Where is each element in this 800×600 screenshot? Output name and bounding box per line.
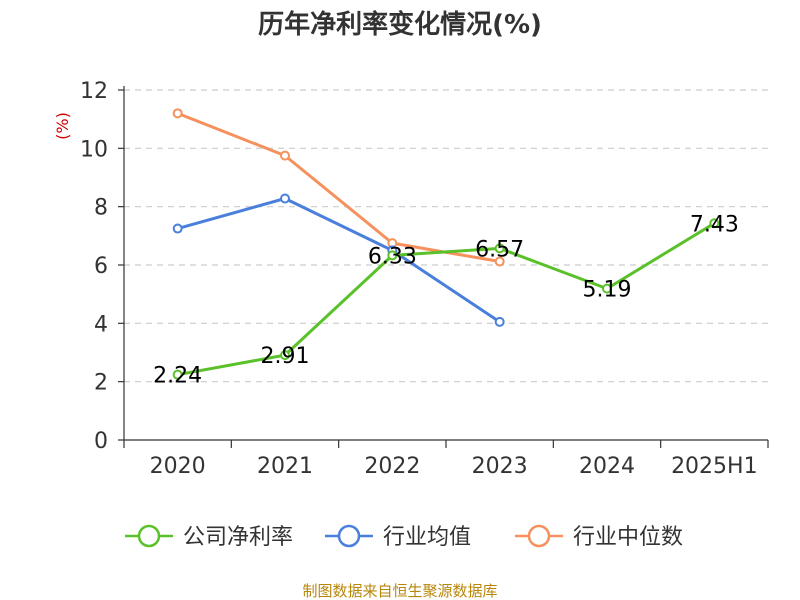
data-point — [494, 256, 505, 267]
series-lines — [172, 108, 720, 380]
legend-item[interactable]: 行业均值 — [325, 524, 471, 550]
x-tick-label: 2022 — [364, 454, 420, 479]
y-tick-label: 6 — [94, 254, 108, 279]
legend-marker — [527, 524, 551, 548]
y-tick-label: 12 — [80, 79, 108, 104]
data-label: 7.43 — [690, 212, 739, 237]
data-label: 5.19 — [583, 278, 632, 303]
data-label: 2.24 — [153, 364, 202, 389]
data-point — [280, 350, 290, 361]
y-axis-unit: (%) — [53, 112, 72, 140]
legend-label: 公司净利率 — [183, 525, 293, 550]
data-point — [280, 193, 290, 204]
data-label: 6.57 — [475, 237, 524, 262]
legend-marker — [137, 524, 161, 548]
data-point — [387, 250, 398, 261]
x-tick-label: 2020 — [150, 454, 206, 479]
axes: 0 2 4 6 8 10 12 (%) 2020 2021 2022 2023 2024 2025H1 — [53, 79, 769, 479]
x-tick-label: 2023 — [472, 454, 528, 479]
data-point — [172, 223, 183, 234]
legend-item[interactable]: 行业中位数 — [515, 524, 683, 550]
y-tick-label: 8 — [94, 196, 108, 221]
chart-title: 历年净利率变化情况(%) — [258, 9, 542, 40]
x-tick-label: 2024 — [579, 454, 635, 479]
legend-label: 行业中位数 — [573, 525, 683, 550]
data-labels: 2.24 2.91 6.33 6.57 5.19 7.43 — [153, 212, 739, 388]
legend-item[interactable]: 公司净利率 — [125, 524, 293, 550]
data-point — [172, 108, 183, 119]
data-point — [280, 150, 290, 161]
series-line — [177, 197, 501, 324]
legend-marker — [337, 524, 361, 548]
legend[interactable]: 公司净利率 行业均值 行业中位数 — [125, 524, 683, 550]
data-point — [494, 243, 505, 254]
data-point — [494, 316, 505, 327]
series-line — [177, 111, 500, 263]
y-tick-label: 0 — [94, 429, 108, 454]
data-point — [602, 283, 612, 294]
source-note: 制图数据来自恒生聚源数据库 — [302, 582, 497, 600]
data-point — [172, 369, 183, 380]
x-tick-label: 2025H1 — [671, 454, 758, 479]
data-label: 6.33 — [368, 244, 417, 269]
series-line — [177, 222, 716, 377]
legend-label: 行业均值 — [383, 525, 471, 550]
y-tick-label: 2 — [94, 371, 108, 396]
data-point — [709, 218, 720, 229]
grid-lines — [124, 89, 768, 383]
x-tick-label: 2021 — [257, 454, 313, 479]
data-label: 2.91 — [261, 344, 310, 369]
y-tick-label: 10 — [80, 137, 108, 162]
y-tick-label: 4 — [94, 312, 108, 337]
